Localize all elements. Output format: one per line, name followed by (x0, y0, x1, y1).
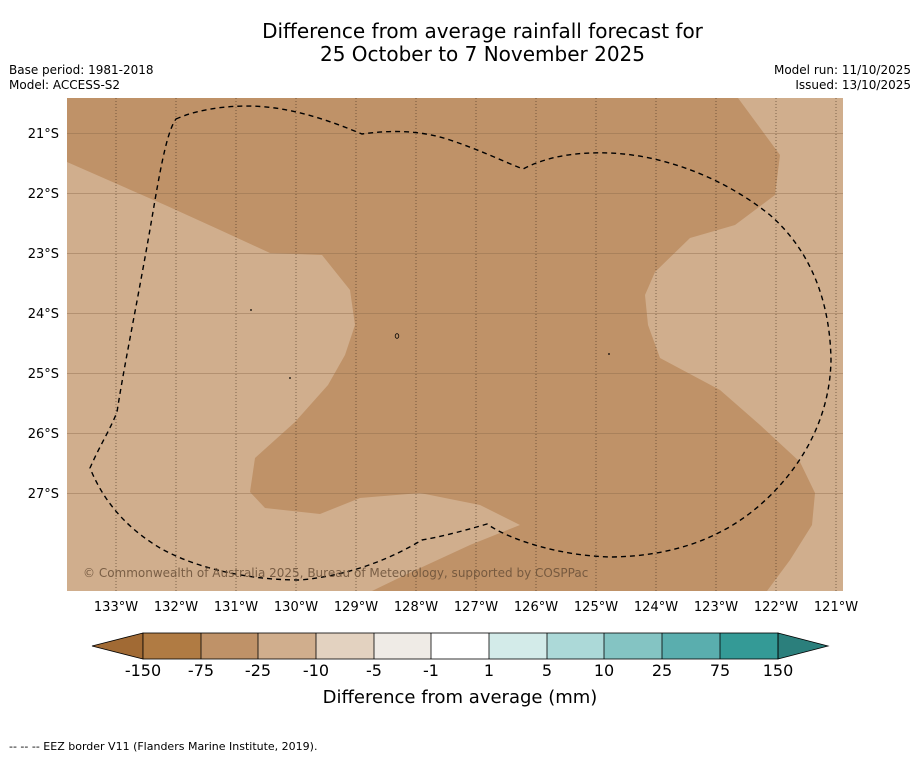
map-panel: © Commonwealth of Australia 2025, Bureau… (67, 98, 843, 591)
lat-label: 21°S (28, 127, 59, 142)
lon-label: 122°W (754, 600, 798, 615)
lon-label: 132°W (154, 600, 198, 615)
colorbar-segment (604, 633, 662, 659)
colorbar-dividers (200, 633, 721, 659)
moderate-dry-region (67, 98, 815, 591)
colorbar-segment (547, 633, 604, 659)
lon-label: 121°W (814, 600, 858, 615)
lat-label: 27°S (28, 487, 59, 502)
lon-label: 131°W (214, 600, 258, 615)
issued-date: Issued: 13/10/2025 (795, 78, 911, 92)
colorbar-segment (489, 633, 547, 659)
islands (250, 309, 610, 379)
colorbar-segment (720, 633, 778, 659)
lon-label: 128°W (394, 600, 438, 615)
lon-label: 123°W (694, 600, 738, 615)
lat-label: 26°S (28, 427, 59, 442)
lon-label: 133°W (94, 600, 138, 615)
colorbar-label: 75 (710, 661, 730, 680)
colorbar-label: 25 (652, 661, 672, 680)
colorbar-label: 1 (484, 661, 494, 680)
lat-label: 25°S (28, 367, 59, 382)
eez-legend: -- -- -- EEZ border V11 (Flanders Marine… (9, 740, 318, 753)
colorbar-title: Difference from average (mm) (323, 687, 598, 708)
title-line-2: 25 October to 7 November 2025 (319, 42, 646, 66)
colorbar-segment (143, 633, 201, 659)
colorbar-label: -75 (188, 661, 214, 680)
lon-label: 124°W (634, 600, 678, 615)
colorbar-segment (316, 633, 374, 659)
title-line-1: Difference from average rainfall forecas… (262, 19, 703, 43)
meta-right: Model run: 11/10/2025 Issued: 13/10/2025 (774, 63, 911, 93)
lat-labels: 21°S 22°S 23°S 24°S 25°S 26°S 27°S (28, 127, 59, 502)
colorbar-outline (142, 632, 779, 660)
colorbar-label: 10 (594, 661, 614, 680)
lon-label: 127°W (454, 600, 498, 615)
colorbar-segment (374, 633, 431, 659)
lon-label: 125°W (574, 600, 618, 615)
colorbar-label: -1 (423, 661, 439, 680)
copyright-notice: © Commonwealth of Australia 2025, Bureau… (83, 566, 588, 580)
lat-label: 22°S (28, 187, 59, 202)
lat-gridlines (67, 133, 843, 494)
colorbar-right-extension (777, 632, 830, 660)
model-run: Model run: 11/10/2025 (773, 63, 911, 77)
base-period: Base period: 1981-2018 (9, 63, 154, 77)
eez-border (89, 105, 832, 581)
colorbar-left-extension (91, 632, 144, 660)
lon-gridlines (115, 98, 837, 591)
map-title: Difference from average rainfall forecas… (0, 20, 919, 66)
lon-labels: 133°W 132°W 131°W 130°W 129°W 128°W 127°… (94, 600, 858, 615)
colorbar-segment (258, 633, 316, 659)
lon-label: 126°W (514, 600, 558, 615)
colorbar-segment (431, 633, 489, 659)
lat-label: 24°S (28, 307, 59, 322)
colorbar-label: -5 (366, 661, 382, 680)
lon-label: 129°W (334, 600, 378, 615)
colorbar: -150 -75 -25 -10 -5 -1 1 5 10 25 75 150 … (91, 632, 830, 708)
colorbar-label: 5 (542, 661, 552, 680)
colorbar-segment (201, 633, 258, 659)
colorbar-label: -150 (125, 661, 161, 680)
lon-label: 130°W (274, 600, 318, 615)
colorbar-segment (662, 633, 720, 659)
lat-label: 23°S (28, 247, 59, 262)
colorbar-label: 150 (763, 661, 794, 680)
model-name: Model: ACCESS-S2 (9, 78, 121, 92)
meta-left: Base period: 1981-2018 Model: ACCESS-S2 (9, 63, 154, 93)
colorbar-label: -25 (245, 661, 271, 680)
colorbar-labels: -150 -75 -25 -10 -5 -1 1 5 10 25 75 150 (125, 661, 793, 680)
colorbar-label: -10 (303, 661, 329, 680)
